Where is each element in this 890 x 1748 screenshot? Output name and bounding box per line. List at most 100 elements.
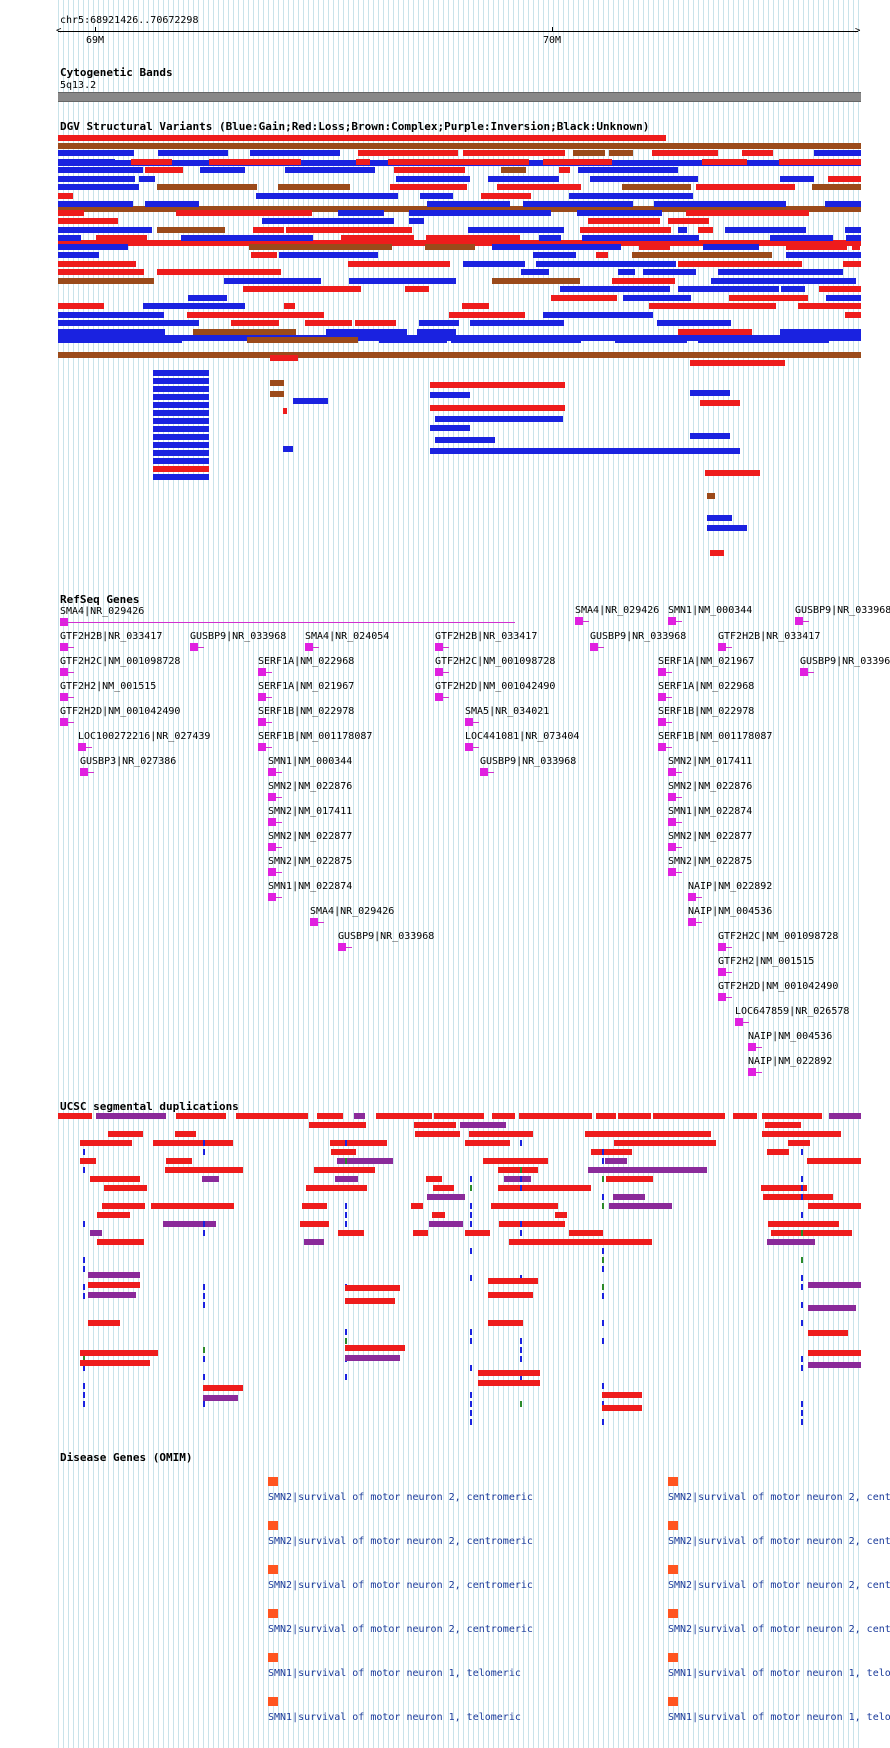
dgv-variant[interactable] <box>623 295 691 301</box>
segdup-feature[interactable] <box>520 1338 522 1344</box>
refseq-gene-exon[interactable] <box>310 918 318 926</box>
dgv-variant[interactable] <box>270 355 298 361</box>
segdup-feature[interactable] <box>520 1347 522 1353</box>
segdup-feature[interactable] <box>520 1176 522 1182</box>
segdup-feature[interactable] <box>801 1356 803 1362</box>
refseq-gene-exon[interactable] <box>718 643 726 651</box>
segdup-feature[interactable] <box>801 1410 803 1416</box>
dgv-variant[interactable] <box>729 295 808 301</box>
refseq-gene-exon[interactable] <box>80 768 88 776</box>
segdup-feature[interactable] <box>470 1329 472 1335</box>
segdup-feature[interactable] <box>83 1221 85 1227</box>
dgv-variant[interactable] <box>770 235 833 241</box>
dgv-variant[interactable] <box>153 402 209 408</box>
segdup-feature[interactable] <box>470 1185 472 1191</box>
dgv-variant[interactable] <box>153 418 209 424</box>
dgv-variant[interactable] <box>58 227 152 233</box>
segdup-feature[interactable] <box>808 1282 861 1288</box>
dgv-variant[interactable] <box>379 337 447 343</box>
refseq-gene-label[interactable]: GTF2H2|NM_001515 <box>718 956 815 967</box>
dgv-variant[interactable] <box>622 184 691 190</box>
dgv-variant[interactable] <box>488 176 559 182</box>
segdup-feature[interactable] <box>176 1113 226 1119</box>
refseq-gene-exon[interactable] <box>658 743 666 751</box>
refseq-gene-label[interactable]: SMN1|NM_022874 <box>668 806 753 817</box>
refseq-gene-label[interactable]: SMA5|NR_034021 <box>465 706 550 717</box>
segdup-feature[interactable] <box>88 1320 120 1326</box>
segdup-feature[interactable] <box>563 1239 652 1245</box>
dgv-variant[interactable] <box>224 278 321 284</box>
segdup-feature[interactable] <box>203 1385 243 1391</box>
omim-gene-label[interactable]: SMN2|survival of motor neuron 2, centrom… <box>268 1536 533 1547</box>
segdup-feature[interactable] <box>569 1230 603 1236</box>
refseq-gene-exon[interactable] <box>258 718 266 726</box>
segdup-feature[interactable] <box>602 1176 604 1182</box>
segdup-feature[interactable] <box>331 1149 356 1155</box>
omim-gene-glyph[interactable] <box>668 1653 678 1662</box>
segdup-feature[interactable] <box>602 1419 604 1425</box>
dgv-variant[interactable] <box>262 218 394 224</box>
dgv-variant[interactable] <box>463 150 565 156</box>
refseq-gene-exon[interactable] <box>718 943 726 951</box>
segdup-feature[interactable] <box>83 1167 85 1173</box>
segdup-feature[interactable] <box>499 1221 565 1227</box>
segdup-feature[interactable] <box>153 1140 233 1146</box>
dgv-variant[interactable] <box>394 167 465 173</box>
omim-gene-glyph[interactable] <box>268 1565 278 1574</box>
segdup-feature[interactable] <box>338 1230 364 1236</box>
segdup-feature[interactable] <box>432 1212 445 1218</box>
refseq-gene-exon[interactable] <box>268 768 276 776</box>
dgv-variant[interactable] <box>338 210 384 216</box>
refseq-gene-label[interactable]: LOC647859|NR_026578 <box>735 1006 850 1017</box>
dgv-variant[interactable] <box>419 320 459 326</box>
refseq-gene-exon[interactable] <box>800 668 808 676</box>
segdup-feature[interactable] <box>498 1167 538 1173</box>
dgv-variant[interactable] <box>58 261 136 267</box>
segdup-feature[interactable] <box>602 1149 604 1155</box>
refseq-gene-label[interactable]: GUSBP9|NR_033968 <box>800 656 890 667</box>
refseq-gene-exon[interactable] <box>465 743 473 751</box>
dgv-variant[interactable] <box>157 227 225 233</box>
dgv-variant[interactable] <box>779 159 861 165</box>
segdup-feature[interactable] <box>203 1302 205 1308</box>
dgv-variant[interactable] <box>698 337 829 343</box>
dgv-variant[interactable] <box>430 392 470 398</box>
segdup-feature[interactable] <box>470 1338 472 1344</box>
segdup-feature[interactable] <box>488 1320 523 1326</box>
segdup-feature[interactable] <box>808 1362 861 1368</box>
dgv-variant[interactable] <box>718 269 843 275</box>
dgv-variant[interactable] <box>707 493 715 499</box>
segdup-feature[interactable] <box>801 1185 803 1191</box>
dgv-variant[interactable] <box>703 244 759 250</box>
dgv-variant[interactable] <box>845 312 861 318</box>
dgv-variant[interactable] <box>492 278 580 284</box>
dgv-variant[interactable] <box>58 244 128 250</box>
segdup-feature[interactable] <box>550 1185 591 1191</box>
segdup-feature[interactable] <box>609 1203 672 1209</box>
omim-gene-label[interactable]: SMN2|survival of motor neuron 2, centrom… <box>268 1624 533 1635</box>
dgv-variant[interactable] <box>145 201 199 207</box>
segdup-feature[interactable] <box>465 1230 490 1236</box>
dgv-variant[interactable] <box>578 167 678 173</box>
refseq-gene-label[interactable]: GTF2H2C|NM_001098728 <box>435 656 556 667</box>
dgv-variant[interactable] <box>612 278 675 284</box>
dgv-variant[interactable] <box>826 295 861 301</box>
refseq-gene-exon[interactable] <box>590 643 598 651</box>
dgv-variant[interactable] <box>427 201 510 207</box>
dgv-variant[interactable] <box>396 176 470 182</box>
dgv-variant[interactable] <box>825 201 861 207</box>
segdup-feature[interactable] <box>801 1284 803 1290</box>
dgv-variant[interactable] <box>590 176 698 182</box>
segdup-feature[interactable] <box>492 1113 515 1119</box>
dgv-variant[interactable] <box>654 201 786 207</box>
dgv-variant[interactable] <box>632 252 772 258</box>
refseq-gene-exon[interactable] <box>668 768 676 776</box>
dgv-variant[interactable] <box>139 176 155 182</box>
refseq-gene-exon[interactable] <box>748 1068 756 1076</box>
refseq-gene-exon[interactable] <box>268 793 276 801</box>
dgv-variant[interactable] <box>58 218 118 224</box>
dgv-variant[interactable] <box>845 227 861 233</box>
omim-gene-glyph[interactable] <box>268 1521 278 1530</box>
segdup-feature[interactable] <box>345 1221 347 1227</box>
segdup-feature[interactable] <box>80 1140 132 1146</box>
